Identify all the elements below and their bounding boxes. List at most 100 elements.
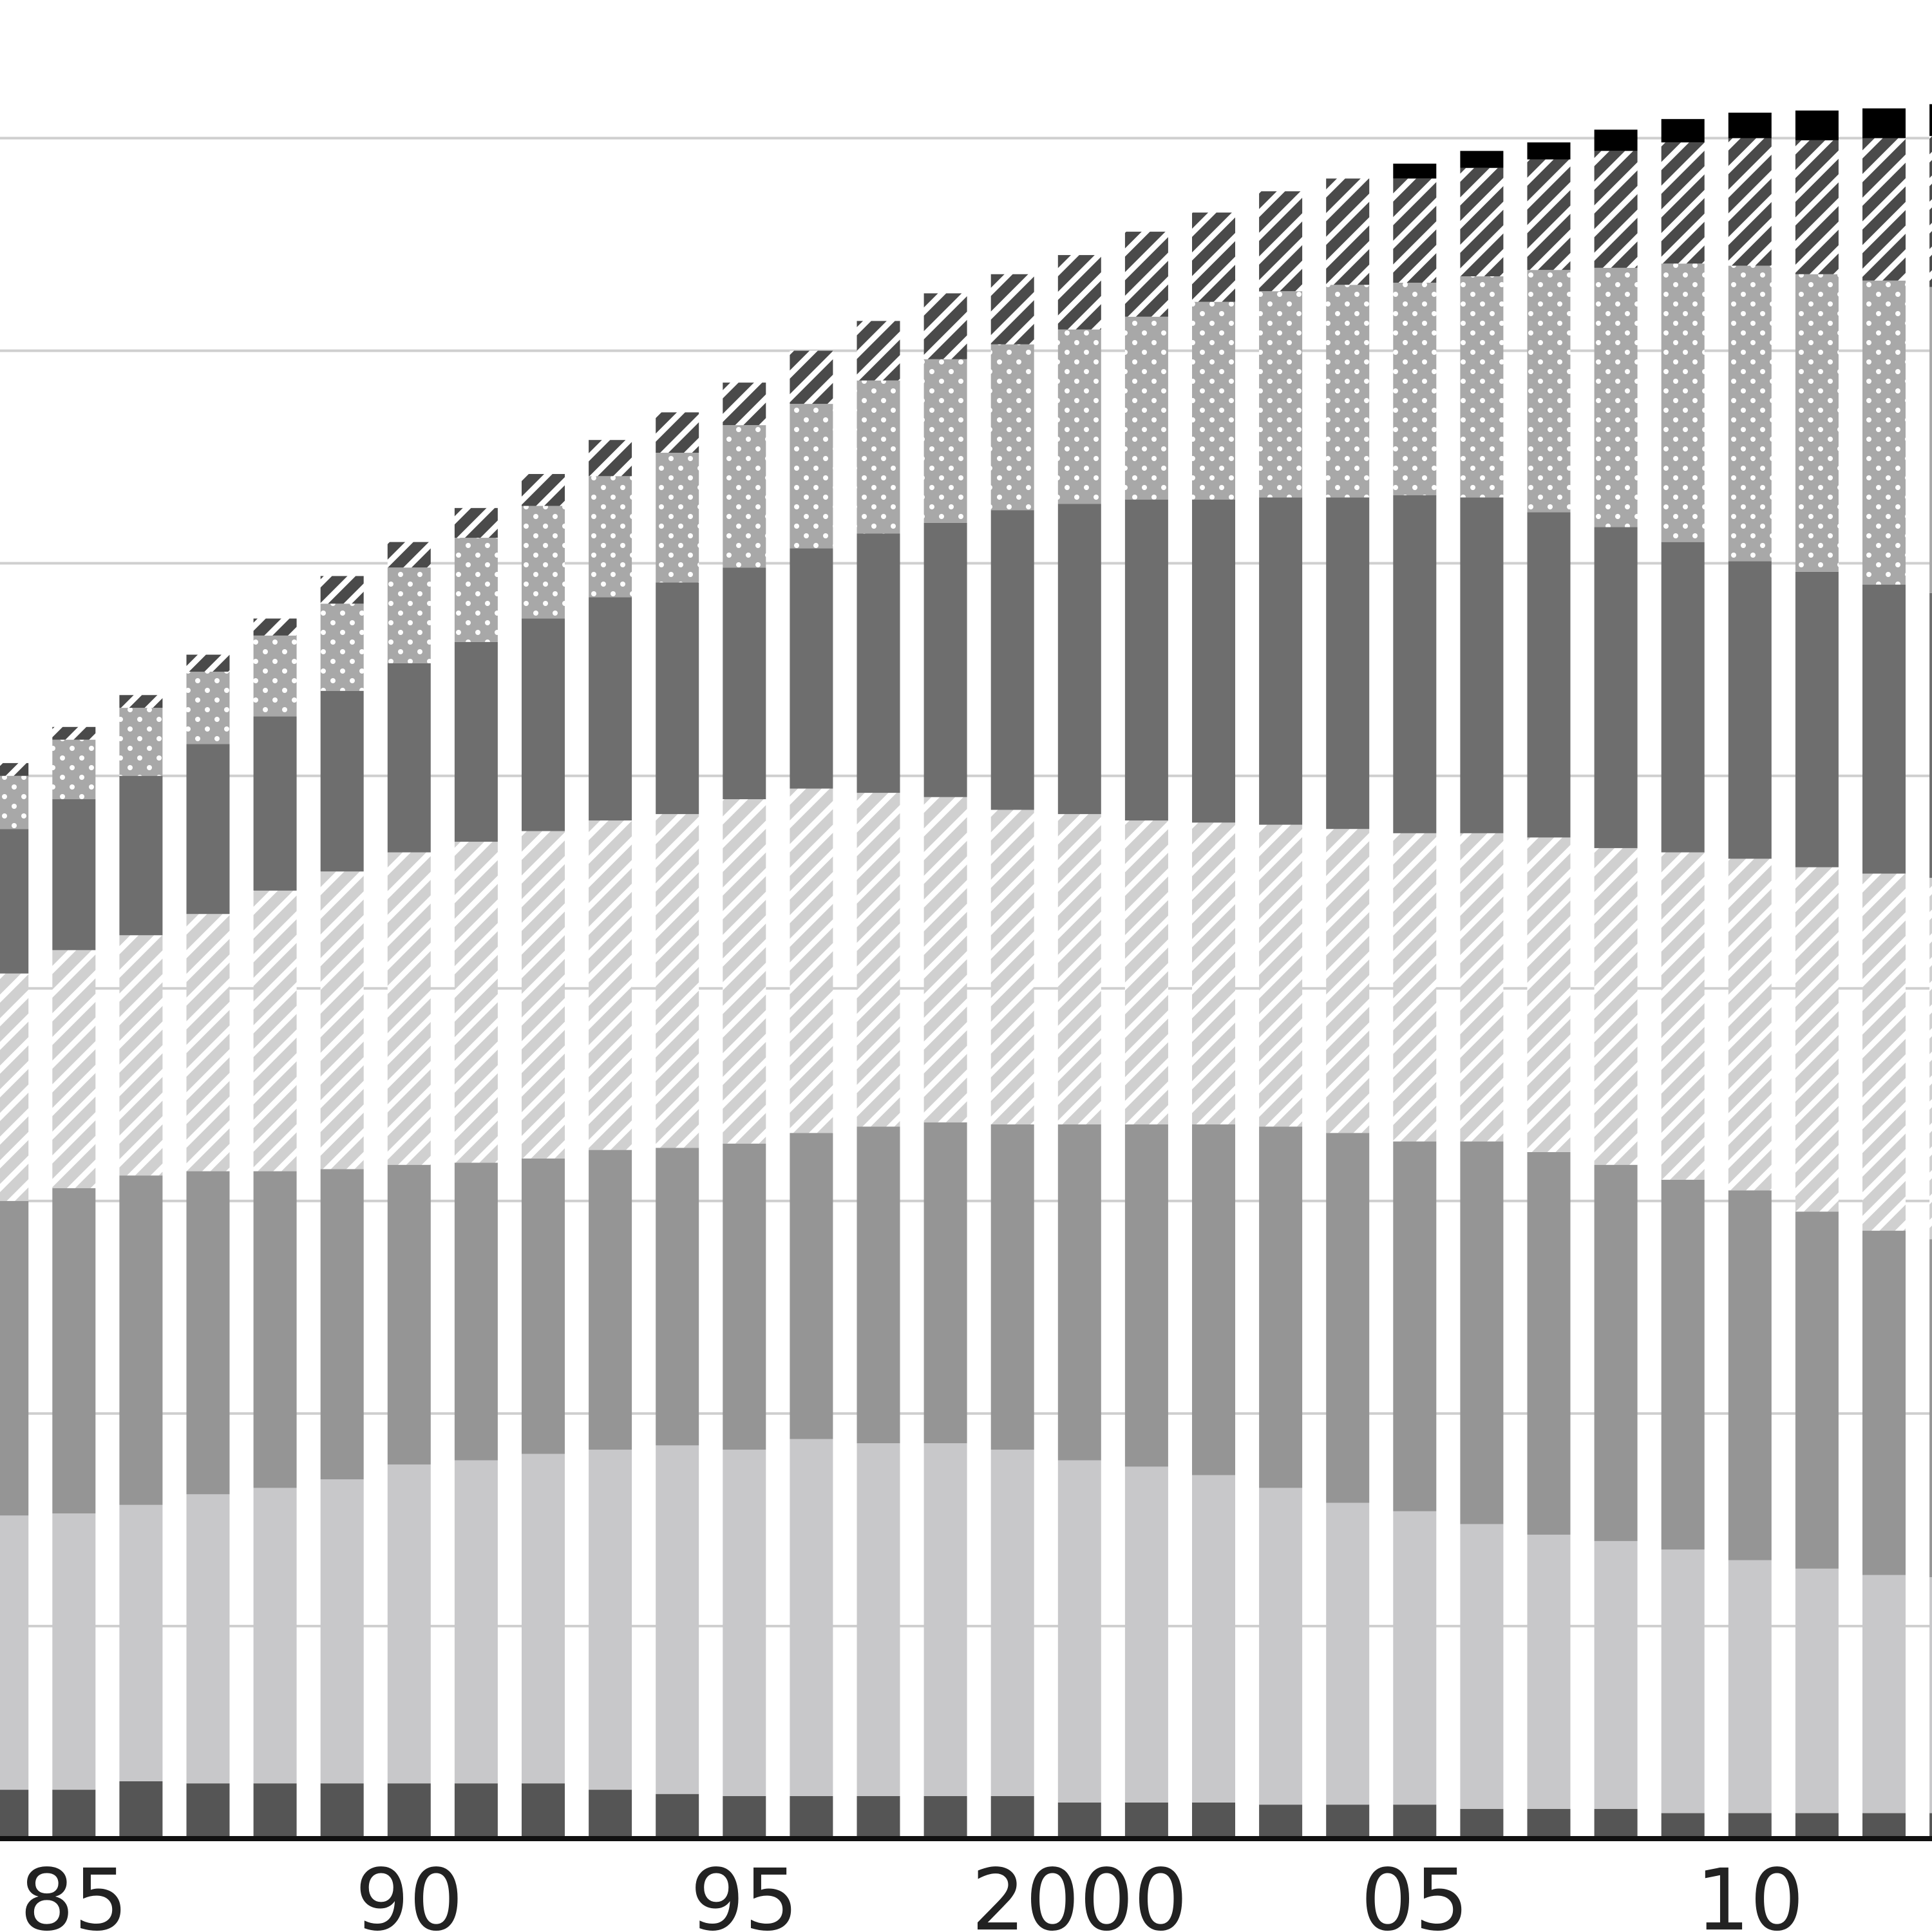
bar-segment [1661,852,1705,1180]
bar-segment [1795,274,1839,572]
bar-segment [1862,873,1906,1231]
bar-segment [1259,1488,1303,1805]
bar-segment [1728,112,1772,138]
bar-segment [1057,814,1101,1125]
bar-segment [119,695,163,708]
bar-segment [1929,1813,1932,1839]
bar-segment [1057,255,1101,330]
bar-segment [1929,136,1932,287]
bar-segment [1594,129,1638,151]
bar-segment [1393,495,1437,833]
bar-segment [522,1783,565,1839]
bar-segment [1661,1813,1705,1839]
bar-segment [1460,497,1504,833]
bar-segment [253,635,297,717]
bar-segment [119,708,163,776]
bar-segment [1460,1808,1504,1839]
x-tick-label: 05 [1361,1851,1469,1932]
bar-segment [320,1169,364,1480]
bar-segment [186,1783,230,1839]
x-tick-label: 95 [690,1851,799,1932]
bar-segment [186,671,230,744]
bar-segment [0,1200,29,1516]
bar-segment [1259,1804,1303,1839]
bar-segment [990,1449,1034,1796]
bar-segment [1259,497,1303,825]
bar-segment [1393,282,1437,496]
bar-segment [1326,1502,1370,1805]
bar-segment [1795,110,1839,140]
bar-segment [1929,592,1932,878]
bar-segment [387,1464,431,1784]
bar-segment [923,359,967,523]
bar-segment [522,618,565,831]
bar-segment [52,1513,96,1790]
bar-segment [1124,1802,1168,1839]
bar-segment [857,533,900,793]
bar-segment [1795,1211,1839,1569]
bar-segment [52,1790,96,1839]
bar-segment [1393,1511,1437,1805]
bar-segment [387,852,431,1165]
bar-segment [253,1488,297,1784]
bar-segment [186,1494,230,1784]
bar-segment [1393,178,1437,283]
bar-segment [1393,1141,1437,1511]
bar-segment [1594,1164,1638,1541]
bar-segment [790,350,833,404]
bar-segment [1661,542,1705,853]
bar-segment [589,597,632,821]
bar-segment [990,1124,1034,1450]
bar-segment [387,1783,431,1839]
bar-segment [723,1143,766,1450]
bar-segment [0,1515,29,1790]
bar-segment [1728,858,1772,1191]
bar-segment [1862,1231,1906,1575]
bar-segment [1929,287,1932,593]
bar-segment [923,1443,967,1796]
bar-segment [1124,316,1168,500]
bar-segment [1259,291,1303,498]
bar-segment [1527,1808,1571,1839]
bar-segment [1594,848,1638,1165]
bar-segment [790,1795,833,1839]
bar-segment [589,476,632,598]
bar-segment [1326,178,1370,285]
bar-segment [1393,164,1437,179]
bar-segment [1460,276,1504,498]
bar-segment [923,1122,967,1444]
bar-segment [1192,1475,1235,1803]
bar-segment [1929,104,1932,137]
bar-segment [589,440,632,477]
bar-segment [857,321,900,381]
bar-segment [790,1133,833,1439]
bar-segment [1661,263,1705,542]
bar-segment [454,1460,498,1784]
bar-segment [589,1449,632,1790]
bar-segment [1728,561,1772,859]
bar-segment [52,799,96,951]
bar-segment [387,567,431,663]
bar-segment [923,522,967,797]
bar-segment [522,1158,565,1454]
bar-segment [1259,191,1303,292]
bar-segment [1594,151,1638,268]
bar-segment [1393,1804,1437,1839]
bar-segment [656,412,699,453]
bar-segment [857,1795,900,1839]
bar-segment [790,404,833,549]
bar-segment [320,603,364,691]
bar-segment [320,690,364,872]
bar-segment [857,380,900,534]
bar-segment [923,797,967,1122]
bar-segment [857,793,900,1127]
bar-segment [1728,1813,1772,1839]
bar-segment [1460,1524,1504,1809]
bar-segment [1594,527,1638,848]
bar-segment [320,576,364,604]
bar-segment [0,973,29,1201]
bar-segment [1124,820,1168,1125]
bar-segment [723,383,766,426]
bar-segment [52,726,96,740]
bar-segment [1929,878,1932,1240]
